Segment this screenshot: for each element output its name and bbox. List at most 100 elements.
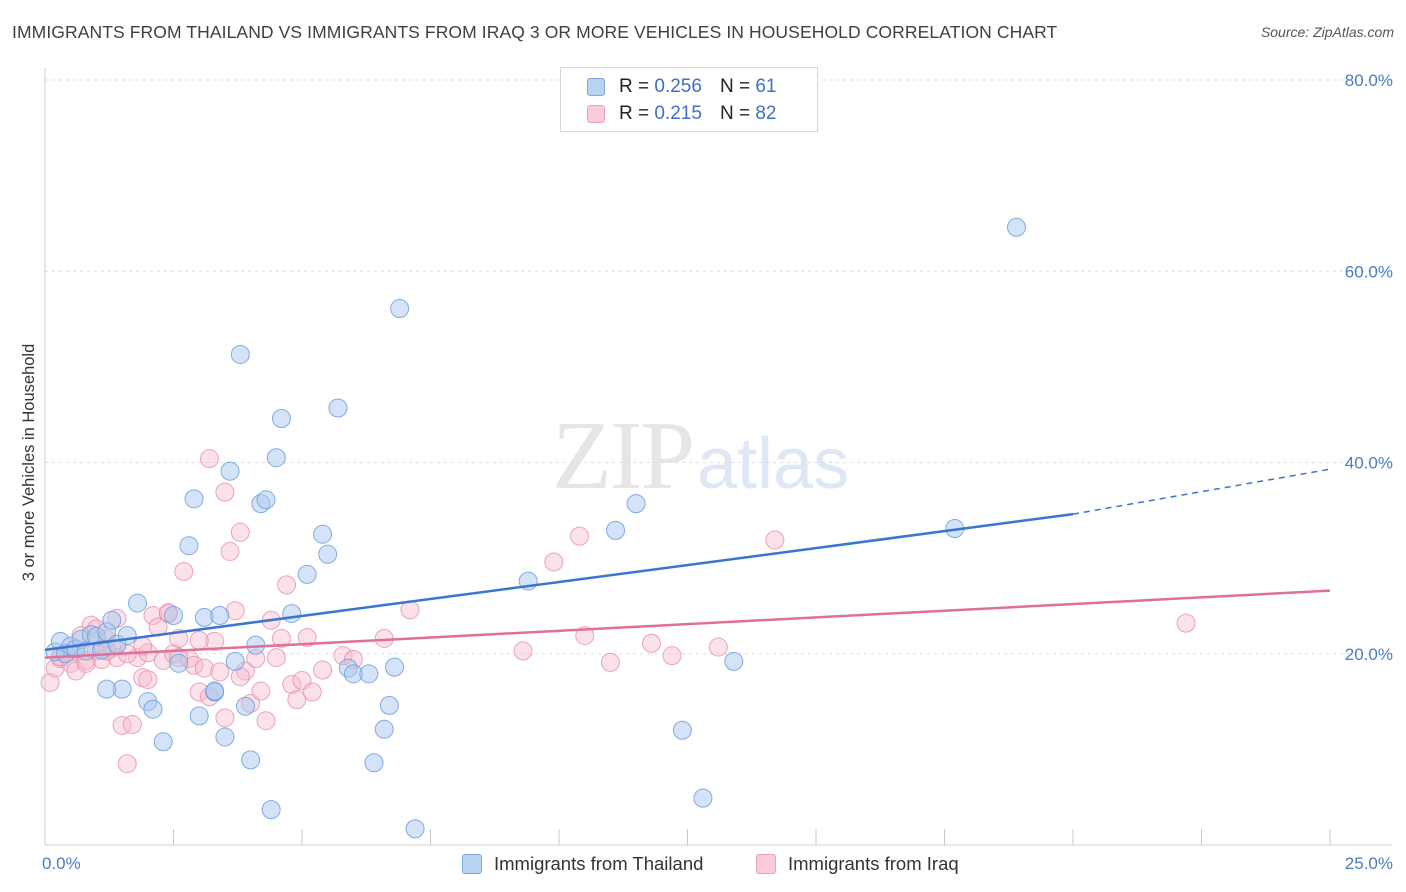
- thailand-point: [626, 494, 646, 514]
- thailand-point: [215, 727, 235, 747]
- legend-n-value: 61: [755, 76, 777, 97]
- bottom-legend-thailand: Immigrants from Thailand: [462, 852, 703, 876]
- iraq-point: [112, 715, 132, 735]
- iraq-point: [287, 690, 307, 710]
- iraq-point: [1176, 613, 1196, 633]
- iraq-point: [117, 754, 137, 774]
- thailand-point: [318, 544, 338, 564]
- iraq-point: [40, 672, 60, 692]
- thailand-point: [143, 699, 163, 719]
- chart-title: IMMIGRANTS FROM THAILAND VS IMMIGRANTS F…: [12, 22, 1058, 42]
- thailand-point: [359, 664, 379, 684]
- thailand-point: [693, 788, 713, 808]
- thailand-point: [379, 695, 399, 715]
- thailand-point: [271, 409, 291, 429]
- thailand-legend-label: Immigrants from Thailand: [494, 853, 704, 874]
- iraq-point: [256, 711, 276, 731]
- iraq-point: [765, 530, 785, 550]
- x-tick-label: 25.0%: [1345, 854, 1393, 873]
- thailand-point: [266, 448, 286, 468]
- legend-row-iraq: R = 0.215 N = 82: [587, 102, 776, 126]
- iraq-point: [210, 662, 230, 682]
- thailand-point: [672, 720, 692, 740]
- iraq-point: [266, 648, 286, 668]
- iraq-point: [302, 682, 322, 702]
- iraq-trend-line: [44, 589, 1331, 659]
- iraq-point: [220, 541, 240, 561]
- thailand-point: [230, 344, 250, 364]
- x-tick-label: 0.0%: [42, 854, 81, 873]
- y-tick-label: 80.0%: [1345, 71, 1393, 90]
- iraq-point: [189, 630, 209, 650]
- thailand-point: [235, 696, 255, 716]
- legend-row-thailand: R = 0.256 N = 61: [587, 75, 776, 99]
- thailand-trend-line: [44, 512, 1074, 652]
- thailand-point: [117, 626, 137, 646]
- thailand-point: [256, 490, 276, 510]
- thailand-point: [313, 524, 333, 544]
- thailand-point: [220, 461, 240, 481]
- iraq-point: [575, 626, 595, 646]
- iraq-swatch: [587, 105, 605, 123]
- thailand-point: [405, 819, 425, 839]
- thailand-point: [189, 706, 209, 726]
- legend-r-value: 0.215: [654, 103, 702, 124]
- trend-lines: [44, 468, 1331, 659]
- thailand-point: [179, 536, 199, 556]
- iraq-point: [205, 631, 225, 651]
- chart-source: Source: ZipAtlas.com: [1260, 24, 1394, 40]
- iraq-point: [143, 606, 163, 625]
- iraq-point: [251, 681, 271, 701]
- y-tick-label: 60.0%: [1345, 262, 1393, 281]
- iraq-point: [297, 627, 317, 647]
- legend-n-value: 82: [755, 103, 777, 124]
- thailand-point: [128, 593, 148, 613]
- iraq-point: [271, 628, 291, 648]
- iraq-point: [600, 652, 620, 672]
- grid-lines: [45, 79, 1392, 655]
- thailand-point: [205, 681, 225, 701]
- thailand-point: [184, 489, 204, 509]
- iraq-point: [122, 715, 142, 735]
- thailand-point: [153, 732, 173, 752]
- y-tick-label: 40.0%: [1345, 454, 1393, 473]
- axes: [44, 68, 1392, 846]
- thailand-point: [364, 753, 384, 773]
- thailand-point: [169, 653, 189, 673]
- axis-labels: 20.0% 40.0% 60.0% 80.0% 0.0% 25.0% 3 or more V…: [20, 71, 1393, 873]
- thailand-legend-swatch: [462, 854, 482, 874]
- y-axis-label: 3 or more Vehicles in Household: [20, 344, 38, 582]
- legend-r-label: R =: [619, 76, 650, 97]
- thailand-point: [261, 800, 281, 820]
- iraq-point: [662, 646, 682, 666]
- thailand-point: [97, 679, 117, 699]
- thailand-point: [385, 657, 405, 677]
- iraq-point: [215, 708, 235, 728]
- thailand-point: [328, 398, 348, 418]
- thailand-swatch: [587, 78, 605, 96]
- iraq-point: [570, 526, 590, 546]
- thailand-point: [102, 610, 122, 630]
- thailand-point: [606, 520, 626, 540]
- correlation-legend: R = 0.256 N = 61 R = 0.215 N = 82: [560, 67, 818, 132]
- thailand-point: [241, 750, 261, 770]
- legend-r-label: R =: [619, 103, 650, 124]
- iraq-point: [282, 674, 302, 694]
- iraq-point: [708, 637, 728, 657]
- thailand-point: [374, 719, 394, 739]
- iraq-point: [544, 552, 564, 572]
- iraq-point: [513, 641, 533, 661]
- iraq-point: [230, 522, 250, 542]
- iraq-point: [138, 670, 158, 690]
- iraq-point: [199, 449, 219, 469]
- thailand-point: [225, 651, 245, 671]
- iraq-point: [66, 661, 86, 681]
- legend-n-label: N =: [719, 76, 751, 97]
- iraq-legend-label: Immigrants from Iraq: [788, 853, 959, 874]
- thailand-point: [724, 651, 744, 671]
- legend-r-value: 0.256: [654, 76, 702, 97]
- thailand-point: [210, 606, 230, 625]
- thailand-point: [390, 299, 410, 319]
- iraq-point: [174, 562, 194, 582]
- thailand-point: [164, 606, 183, 625]
